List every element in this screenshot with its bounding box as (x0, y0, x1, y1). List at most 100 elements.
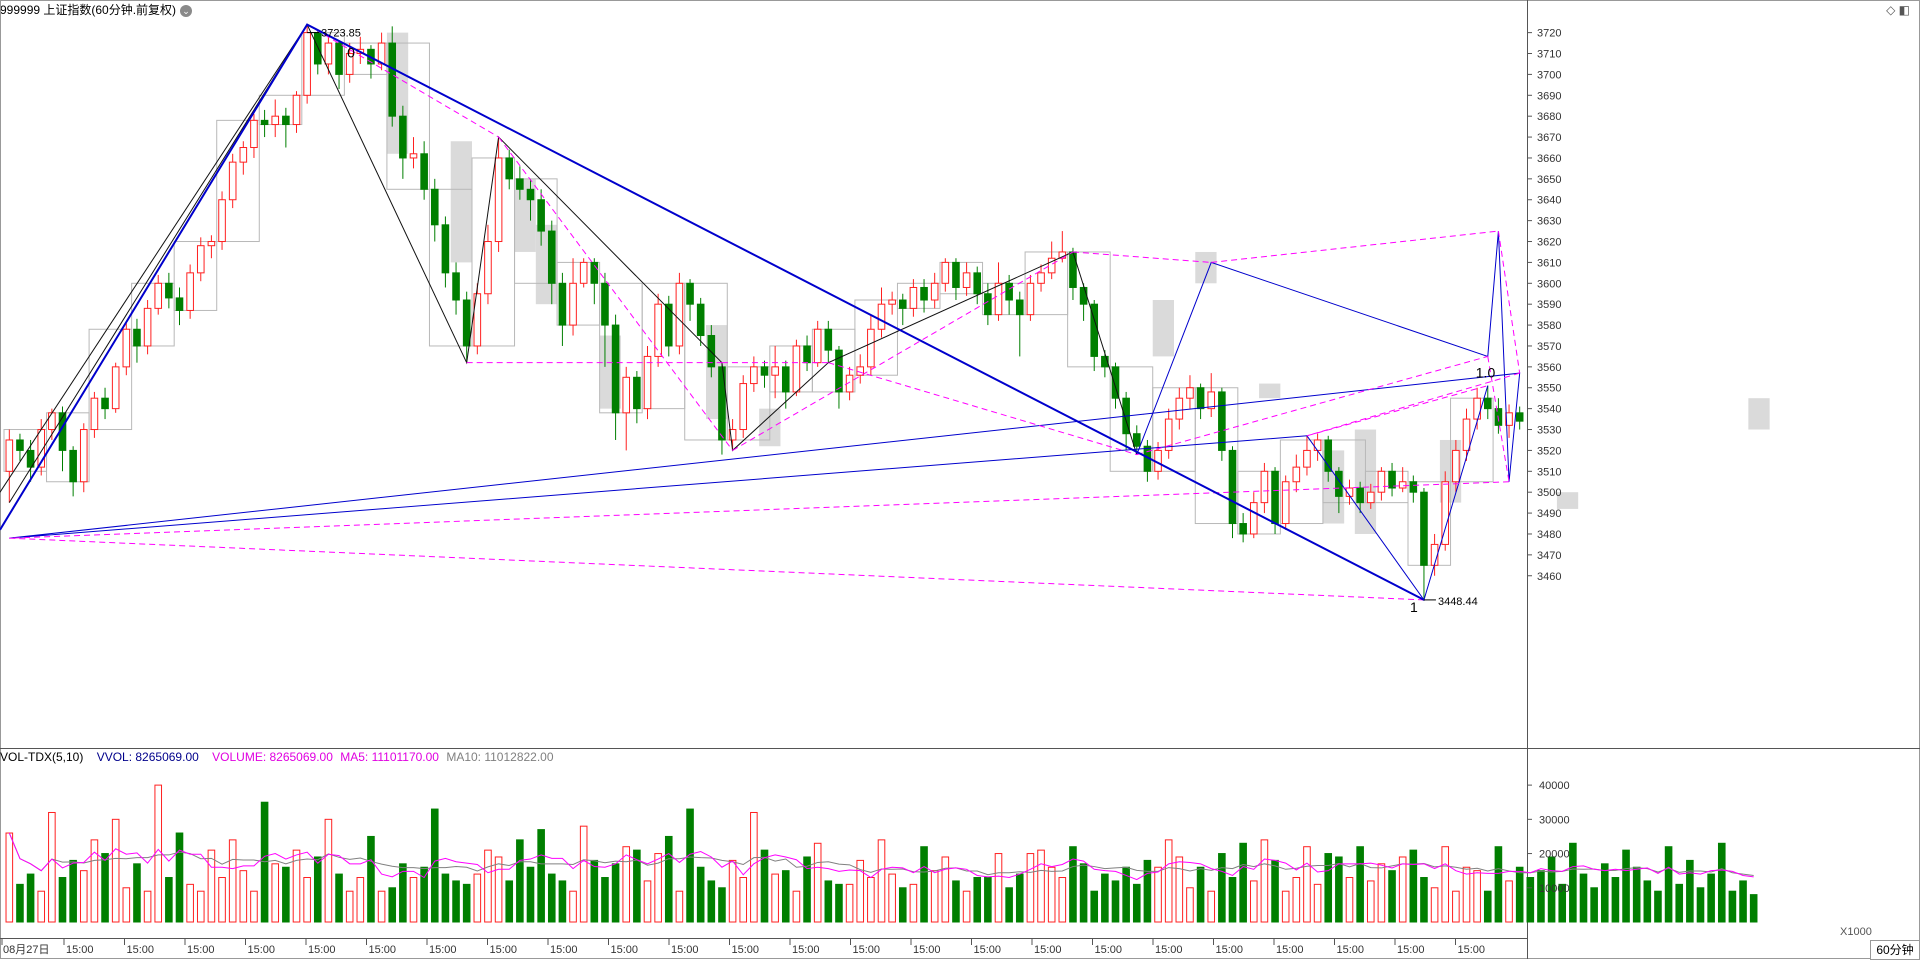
volume-bar (239, 870, 248, 923)
annotations: 3723.85 0 3448.44 1 1.0 (307, 28, 1495, 615)
volume-bar (122, 887, 131, 923)
grey-box (1556, 492, 1579, 509)
candle-body (409, 153, 418, 159)
volume-bar (1696, 887, 1705, 923)
candle-body (1356, 487, 1364, 504)
volume-bar (37, 890, 46, 923)
time-tick-label: 15:00 (1337, 944, 1365, 956)
candle-body (622, 376, 631, 414)
volume-bar (1037, 849, 1045, 923)
volume-bar (1420, 877, 1428, 923)
volume-bar (1632, 866, 1641, 923)
volume-bar (1441, 846, 1450, 923)
candle-body (526, 188, 535, 201)
candle-body (867, 328, 875, 368)
price-tick-label: 3600 (1537, 278, 1561, 290)
volume-bar (388, 887, 397, 923)
candle-body (1207, 391, 1216, 410)
volume-bar (1292, 877, 1301, 923)
volume-tick-label: 40000 (1539, 780, 1570, 792)
window-controls-icon[interactable]: ◇ ◧ (1886, 3, 1910, 17)
candle-body (324, 42, 333, 65)
candle-body (952, 261, 960, 288)
time-tick-label: 15:00 (913, 944, 941, 956)
candle-body (824, 328, 833, 351)
range-box (386, 42, 430, 190)
time-tick-label: 15:00 (1095, 944, 1123, 956)
candle-body (1313, 439, 1322, 451)
volume-bar (771, 873, 779, 923)
time-tick-label: 15:00 (853, 944, 881, 956)
volume-bar (69, 859, 77, 923)
fan-line (1487, 356, 1510, 482)
candle-body (813, 328, 822, 364)
volume-bar (781, 870, 790, 923)
volume-bar (1154, 866, 1162, 923)
volume-bar (1611, 877, 1620, 923)
volume-bar (1313, 883, 1322, 923)
volume-bar (537, 829, 545, 923)
candle-body (462, 299, 471, 347)
volume-bar (1143, 859, 1152, 923)
volume-bar (345, 890, 354, 923)
volume-bar (420, 866, 428, 923)
chevron-down-icon[interactable]: ⌄ (180, 4, 193, 17)
volume-tick-label: 30000 (1539, 814, 1570, 826)
candle-body (196, 245, 205, 274)
volume-bar (409, 877, 418, 923)
volume-bar (377, 890, 386, 923)
period-selector[interactable]: 60分钟 (1870, 940, 1920, 960)
range-box (88, 328, 133, 431)
vvol-value: VVOL: 8265069.00 (96, 750, 199, 764)
volume-bar (1164, 839, 1173, 923)
candle-body (611, 324, 620, 414)
candle-body (558, 282, 567, 326)
candle-body (1260, 470, 1269, 504)
price-tick-label: 3700 (1537, 69, 1561, 81)
candles (5, 24, 1524, 601)
volume-bar (1452, 890, 1460, 923)
low-price-label: 3448.44 (1438, 596, 1478, 608)
volume-bar (1473, 870, 1481, 923)
volume-bar (1749, 894, 1758, 923)
candle-body (1366, 491, 1375, 504)
candle-body (537, 199, 545, 232)
volume-bar (1069, 846, 1077, 923)
volume-bar (1643, 880, 1652, 923)
price-tick-label: 3510 (1537, 466, 1561, 478)
candle-body (984, 293, 992, 316)
volume-bar (920, 846, 928, 923)
volume-bar (558, 880, 567, 923)
fan-line (1211, 230, 1499, 263)
time-tick-label: 15:00 (671, 944, 699, 956)
candle-body (803, 345, 811, 364)
candle-body (303, 32, 311, 96)
price-tick-label: 3710 (1537, 49, 1561, 61)
zigzag-line (9, 231, 1521, 602)
candle-body (1005, 282, 1013, 301)
candle-body (696, 303, 705, 337)
volume-bar (324, 818, 333, 923)
price-tick-label: 3590 (1537, 299, 1561, 311)
volume-bar (207, 849, 216, 923)
fib-zero-label: 0 (347, 45, 355, 61)
volume-bar (1664, 846, 1673, 923)
volume-bar (1515, 866, 1524, 923)
candle-body (601, 282, 609, 326)
volume-bar (1015, 873, 1024, 923)
price-tick-label: 3720 (1537, 28, 1561, 40)
range-box (939, 261, 984, 295)
volume-bar (186, 883, 194, 923)
time-tick-label: 15:00 (1155, 944, 1183, 956)
candle-body (250, 119, 258, 149)
volume-bar (1430, 887, 1439, 923)
volume-bar (367, 835, 375, 923)
volume-bar (1505, 880, 1513, 923)
price-tick-label: 3560 (1537, 362, 1561, 374)
volume-bar (750, 811, 758, 923)
candle-body (547, 230, 556, 284)
fan-line (1072, 251, 1212, 263)
ma5-line (8, 832, 1754, 881)
volume-header: VOL-TDX(5,10) VVOL: 8265069.00 VOLUME: 8… (0, 749, 564, 765)
